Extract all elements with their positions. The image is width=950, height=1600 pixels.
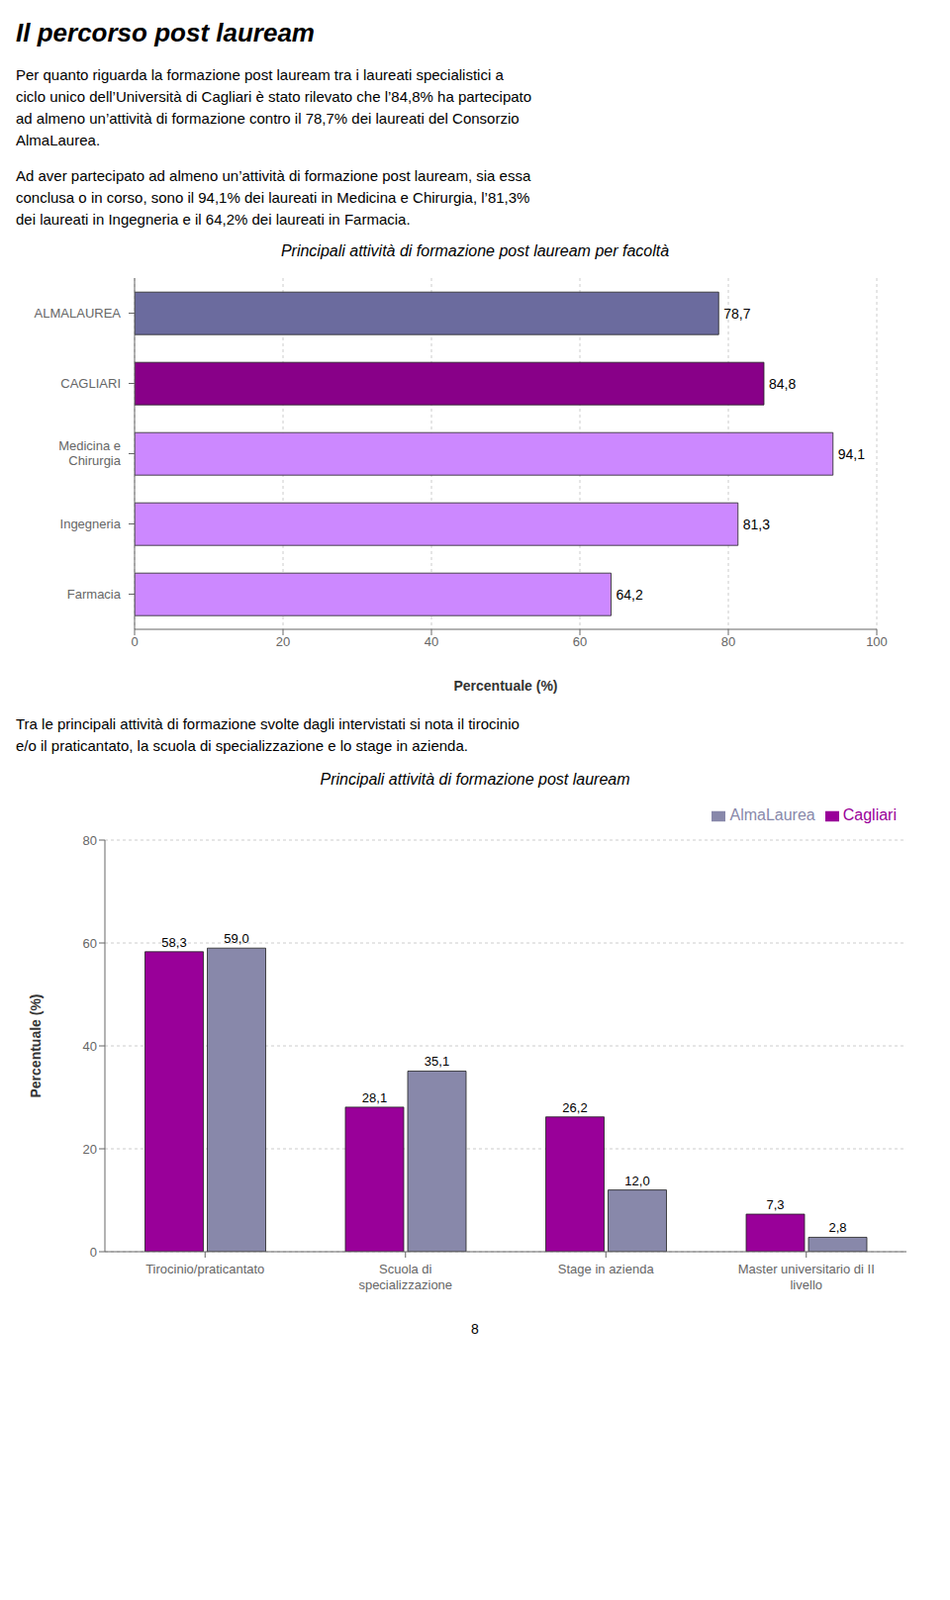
html-text:e/o il praticantato, la scuola: e/o il praticantato, la scuola di specia… (15, 737, 469, 755)
svg-text:58,3: 58,3 (161, 935, 187, 950)
svg-text:Medicina eChirurgia: Medicina eChirurgia (58, 438, 122, 469)
svg-text:Tirocinio/praticantato: Tirocinio/praticantato (145, 1261, 265, 1277)
svg-text:Percentuale (%): Percentuale (%) (453, 677, 558, 694)
svg-text:80: 80 (83, 833, 97, 849)
svg-text:81,3: 81,3 (743, 516, 770, 533)
svg-text:0: 0 (90, 1244, 97, 1260)
svg-text:2,8: 2,8 (828, 1220, 847, 1235)
svg-text:Ingegneria: Ingegneria (60, 516, 122, 532)
svg-text:Stage in azienda: Stage in azienda (558, 1261, 656, 1277)
html-text:8: 8 (471, 1321, 479, 1337)
svg-text:7,3: 7,3 (765, 1197, 784, 1213)
svg-text:Scuola dispecializzazione: Scuola dispecializzazione (358, 1261, 453, 1293)
svg-text:20: 20 (276, 634, 290, 650)
html-text:AlmaLaurea.: AlmaLaurea. (15, 131, 101, 149)
html-text:Principali attività di formazi: Principali attività di formazione post l… (280, 242, 670, 260)
svg-text:0: 0 (130, 634, 138, 650)
svg-text:40: 40 (83, 1039, 97, 1054)
svg-text:28,1: 28,1 (362, 1090, 387, 1106)
html-text:Principali attività di formazi: Principali attività di formazione post l… (320, 770, 630, 788)
html-text:Tra le principali attività di: Tra le principali attività di formazione… (15, 715, 520, 733)
svg-text:64,2: 64,2 (616, 586, 644, 603)
html-text:conclusa o in corso, sono il 9: conclusa o in corso, sono il 94,1% dei l… (15, 189, 530, 206)
svg-text:60: 60 (83, 936, 97, 951)
svg-text:80: 80 (721, 634, 736, 650)
svg-text:Master universitario di IIlive: Master universitario di IIlivello (738, 1261, 875, 1293)
svg-text:Farmacia: Farmacia (67, 586, 122, 602)
html-text:Ad aver partecipato ad almeno: Ad aver partecipato ad almeno un’attivit… (15, 167, 531, 185)
svg-text:20: 20 (83, 1141, 97, 1157)
svg-text:78,7: 78,7 (723, 305, 751, 322)
svg-text:CAGLIARI: CAGLIARI (60, 376, 121, 391)
svg-text:84,8: 84,8 (768, 376, 796, 392)
html-text:ciclo unico dell’Università di: ciclo unico dell’Università di Cagliari … (15, 88, 532, 105)
html-text:dei laureati in Ingegneria e i: dei laureati in Ingegneria e il 64,2% de… (15, 210, 411, 228)
svg-text:94,1: 94,1 (838, 446, 865, 463)
svg-text:ALMALAUREA: ALMALAUREA (34, 305, 122, 321)
svg-text:40: 40 (424, 634, 439, 650)
svg-text:Percentuale (%): Percentuale (%) (27, 993, 44, 1098)
html-text:ad almeno un’attività di forma: ad almeno un’attività di formazione cont… (15, 109, 520, 127)
html-text:Cagliari: Cagliari (842, 806, 897, 824)
html-text:Per quanto riguarda la formazi: Per quanto riguarda la formazione post l… (15, 66, 504, 84)
svg-text:26,2: 26,2 (562, 1100, 587, 1116)
svg-text:100: 100 (865, 634, 888, 650)
svg-text:59,0: 59,0 (223, 931, 249, 947)
html-text:AlmaLaurea: AlmaLaurea (729, 806, 816, 824)
svg-text:12,0: 12,0 (624, 1173, 650, 1189)
svg-text:35,1: 35,1 (424, 1053, 450, 1069)
html-text:Il percorso post lauream: Il percorso post lauream (15, 17, 315, 48)
svg-text:60: 60 (572, 634, 587, 650)
